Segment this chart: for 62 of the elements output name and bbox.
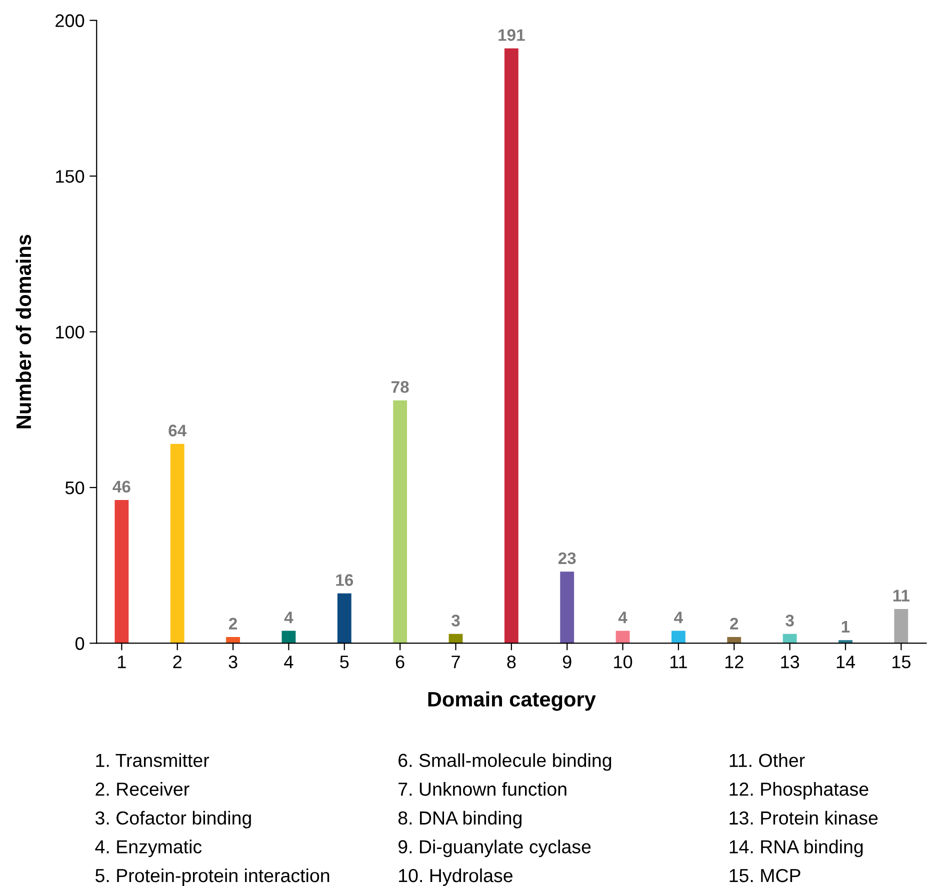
x-tick-label: 10: [614, 656, 632, 668]
x-tick-label: 15: [892, 656, 910, 668]
text: 13. Protein kinase: [730, 810, 878, 825]
data-label: 11: [893, 590, 910, 602]
text: 12. Phosphatase: [730, 782, 868, 800]
text: 11. Other: [730, 753, 805, 768]
bar: [337, 593, 352, 644]
y-tick-label: 200: [56, 14, 84, 28]
data-label: 3: [451, 614, 460, 626]
x-tick-label: 3: [228, 656, 238, 668]
x-tick-label: 4: [284, 656, 294, 668]
text: 2. Receiver: [96, 782, 190, 796]
data-label: 1: [842, 621, 850, 632]
x-tick-label: 6: [396, 656, 404, 668]
data-label: 4: [618, 612, 628, 624]
data-label: 23: [558, 552, 576, 564]
y-tick-label: 150: [56, 170, 84, 183]
data-label: 2: [228, 618, 237, 630]
data-label: 64: [168, 424, 187, 436]
data-label: 4: [674, 612, 683, 624]
x-tick-label: 2: [173, 656, 182, 668]
bar: [170, 444, 184, 644]
x-tick-label: 12: [725, 656, 744, 668]
data-label: 3: [786, 614, 794, 626]
data-label: 4: [284, 612, 294, 624]
text: 6. Small-molecule binding: [398, 753, 612, 771]
bar: [894, 608, 908, 644]
data-label: 16: [336, 574, 354, 586]
y-tick-label: 50: [65, 481, 84, 494]
x-tick-label: 14: [836, 656, 855, 668]
bar: [560, 572, 574, 644]
data-label: 191: [498, 29, 525, 41]
text: 8. DNA binding: [398, 810, 522, 828]
bar: [671, 630, 686, 644]
x-tick-label: 9: [562, 656, 572, 668]
text: 3. Cofactor binding: [95, 810, 251, 828]
data-label: 2: [730, 618, 738, 630]
text: 1. Transmitter: [96, 753, 210, 768]
text: 10. Hydrolase: [399, 868, 512, 886]
text: 9. Di-guanylate cyclase: [398, 840, 591, 858]
y-axis-title: Number of domains: [16, 234, 32, 428]
x-tick-label: 13: [781, 656, 800, 668]
data-label: 46: [112, 480, 130, 493]
x-tick-label: 1: [118, 656, 126, 668]
bar: [282, 630, 296, 644]
text: 15. MCP: [730, 868, 800, 882]
text: 14. RNA binding: [730, 840, 863, 858]
y-tick-label: 0: [75, 637, 84, 650]
x-tick-label: 5: [340, 656, 349, 668]
bar: [504, 48, 518, 644]
text: 7. Unknown function: [398, 782, 566, 796]
x-tick-label: 7: [452, 656, 460, 668]
y-tick-label: 100: [56, 326, 84, 339]
bar: [393, 400, 408, 644]
bar: [114, 500, 129, 644]
text: 5. Protein-protein interaction: [96, 868, 330, 886]
data-label: 78: [392, 381, 409, 393]
bar: [782, 634, 797, 644]
x-axis-title: Domain category: [428, 691, 596, 711]
x-tick-label: 11: [670, 656, 687, 668]
text: 4. Enzymatic: [95, 840, 202, 858]
x-tick-label: 8: [507, 656, 516, 668]
